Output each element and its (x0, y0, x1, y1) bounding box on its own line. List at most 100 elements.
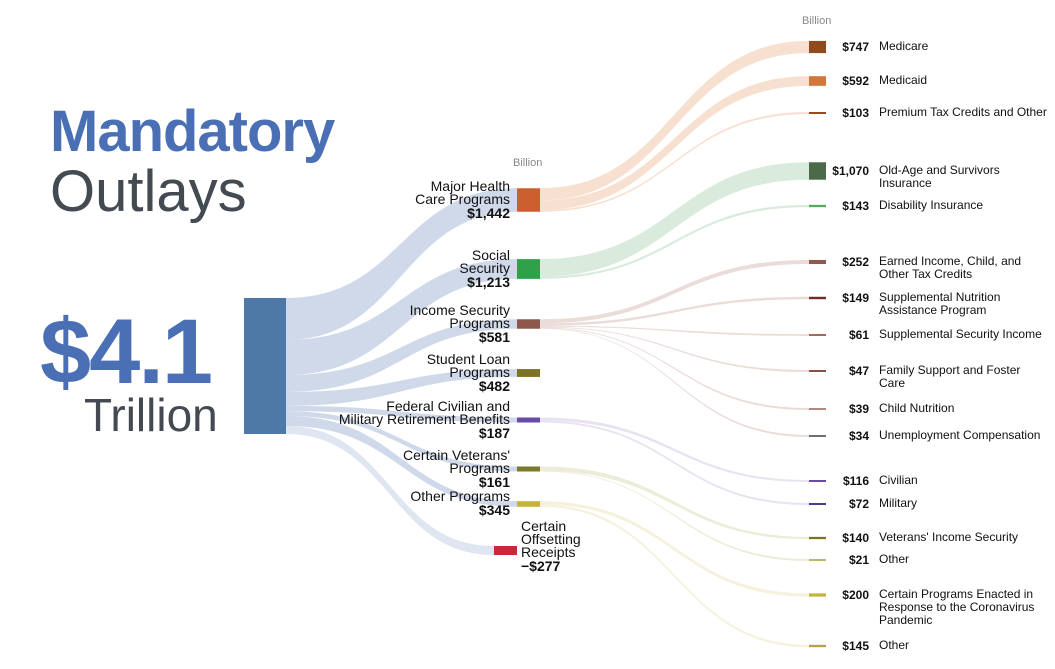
leaf-label-1-0: Old-Age and Survivors Insurance (879, 163, 1000, 190)
flow-source-cat-6 (286, 415, 517, 507)
flow-source-cat-1 (286, 259, 517, 376)
category-name-line: Other Programs (410, 488, 510, 504)
category-node-1 (517, 259, 540, 279)
flow-source-cat-5 (286, 411, 517, 472)
leaf-label-4-0: Civilian (879, 473, 918, 487)
leaf-label-2-3: Family Support and Foster Care (879, 363, 1021, 390)
leaf-node-6-1 (809, 644, 826, 648)
leaf-value-5-0: $140 (842, 531, 869, 545)
category-name-line: Federal Civilian and (386, 397, 510, 414)
offsetting-name-line: Receipts (521, 544, 576, 560)
flow-cat-6-child-0 (540, 501, 809, 597)
flow-cat-2-child-0 (540, 259, 809, 324)
leaf-value-0-1: $592 (842, 74, 869, 88)
category-node-2 (517, 319, 540, 329)
category-name-line: Military Retirement Benefits (338, 410, 510, 427)
leaf-label-4-1: Military (879, 496, 917, 510)
category-name-line: Programs (449, 363, 510, 380)
offsetting-name-line: Offsetting (521, 531, 581, 547)
category-name-line: Social (471, 246, 510, 263)
category-label-0: Major Health Care Programs $1,442 (415, 177, 510, 221)
offsetting-value: −$277 (521, 558, 561, 574)
leaf-node-2-3 (809, 370, 826, 372)
flow-cat-2-child-5 (540, 328, 809, 437)
unit-label-right: Billion (802, 15, 832, 27)
leaf-value-0-2: $103 (842, 106, 869, 120)
flow-source-cat-0 (286, 188, 517, 340)
leaf-label-1-1: Disability Insurance (879, 198, 984, 212)
category-value: $581 (478, 328, 510, 345)
leaf-node-5-1 (809, 559, 826, 561)
flow-cat-6-child-1 (540, 504, 809, 648)
leaf-value-1-0: $1,070 (832, 164, 869, 178)
flow-cat-1-child-1 (540, 204, 809, 279)
leaf-label-2-0: Earned Income, Child, and Other Tax Cred… (879, 254, 1022, 281)
leaf-value-2-1: $149 (842, 291, 869, 305)
category-label-4: Federal Civilian and Military Retirement … (338, 397, 510, 441)
unit-label-mid: Billion (513, 157, 543, 169)
leaf-node-1-0 (809, 162, 826, 180)
leaf-value-2-0: $252 (842, 255, 869, 269)
category-value: $345 (478, 502, 510, 518)
leaf-label-2-2: Supplemental Security Income (879, 327, 1042, 341)
category-name-line: Student Loan (426, 350, 510, 367)
leaf-label-2-5: Unemployment Compensation (879, 428, 1041, 442)
flow-source-offsetting (286, 425, 494, 555)
category-name-line: Certain Veterans' (403, 446, 510, 463)
flow-cat-0-child-2 (540, 112, 809, 212)
flow-cat-5-child-1 (540, 470, 809, 561)
category-value: $1,442 (467, 204, 510, 221)
leaf-value-0-0: $747 (842, 40, 869, 54)
leaf-value-2-5: $34 (848, 429, 869, 443)
category-label-1: Social Security $1,213 (459, 246, 510, 289)
leaf-value-4-0: $116 (842, 474, 869, 488)
title-line2: Outlays (50, 159, 247, 224)
flow-source-cat-2 (286, 319, 517, 392)
flow-source-cat-3 (286, 369, 517, 406)
offsetting-label: Certain Offsetting Receipts −$277 (521, 519, 581, 574)
leaf-node-5-0 (809, 536, 826, 540)
category-value: $187 (478, 424, 510, 441)
category-label-5: Certain Veterans' Programs $161 (403, 446, 510, 489)
category-name-line: Programs (449, 459, 510, 476)
category-node-5 (517, 466, 540, 472)
category-value: $482 (478, 377, 510, 394)
category-node-4 (517, 417, 540, 423)
leaf-node-2-5 (809, 435, 826, 437)
leaf-node-6-0 (809, 593, 826, 597)
leaf-node-4-1 (809, 503, 826, 505)
category-name-line: Income Security (409, 301, 510, 318)
category-name-line: Care Programs (415, 190, 510, 207)
leaf-label-2-4: Child Nutrition (879, 401, 955, 415)
leaf-label-5-0: Veterans' Income Security (879, 530, 1019, 544)
leaf-value-5-1: $21 (848, 553, 869, 567)
total-unit: Trillion (84, 389, 218, 441)
leaf-label-0-0: Medicare (879, 39, 929, 53)
category-name-line: Security (459, 259, 510, 276)
flow-cat-5-child-0 (540, 466, 809, 540)
leaf-node-2-0 (809, 259, 826, 265)
leaf-value-4-1: $72 (848, 497, 869, 511)
category-label-2: Income Security Programs $581 (409, 301, 510, 345)
leaf-value-2-4: $39 (848, 402, 869, 416)
flow-cat-2-child-4 (540, 327, 809, 410)
leaf-node-2-4 (809, 408, 826, 410)
category-node-0 (517, 188, 540, 212)
source-node (244, 298, 286, 434)
flow-cat-2-child-1 (540, 296, 809, 326)
leaf-value-2-3: $47 (848, 364, 869, 378)
leaf-value-6-0: $200 (842, 588, 869, 602)
category-name-line: Major Health (430, 177, 510, 194)
leaf-node-2-2 (809, 334, 826, 336)
leaf-value-1-1: $143 (842, 199, 869, 213)
leaf-node-0-2 (809, 112, 826, 114)
flow-cat-4-child-1 (540, 420, 809, 505)
category-name-line: Programs (449, 314, 510, 331)
leaf-node-0-0 (809, 40, 826, 54)
flow-cat-0-child-0 (540, 40, 809, 201)
leaf-label-0-2: Premium Tax Credits and Other (879, 105, 1047, 119)
flow-source-cat-4 (286, 405, 517, 423)
leaf-value-2-2: $61 (848, 328, 869, 342)
total-value: $4.1 (40, 301, 213, 403)
